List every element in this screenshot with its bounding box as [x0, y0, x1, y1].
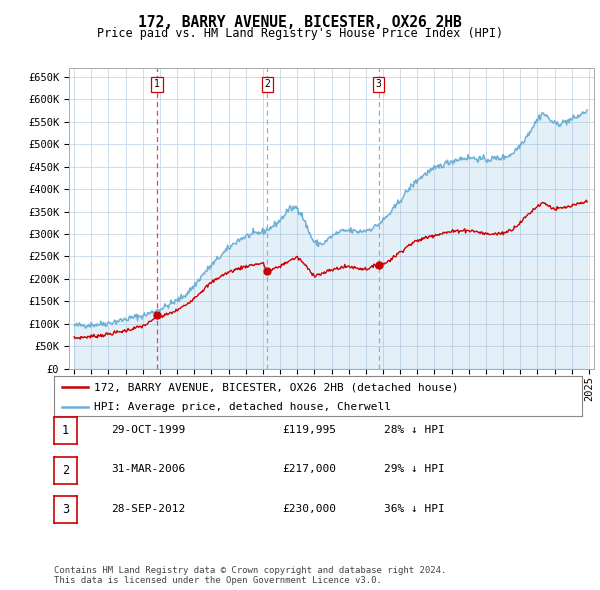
Text: 1: 1 — [154, 80, 160, 90]
Text: 172, BARRY AVENUE, BICESTER, OX26 2HB (detached house): 172, BARRY AVENUE, BICESTER, OX26 2HB (d… — [94, 382, 458, 392]
Text: HPI: Average price, detached house, Cherwell: HPI: Average price, detached house, Cher… — [94, 402, 391, 412]
Text: 36% ↓ HPI: 36% ↓ HPI — [384, 504, 445, 513]
Text: 3: 3 — [62, 503, 69, 516]
Text: £217,000: £217,000 — [282, 464, 336, 474]
Text: 29-OCT-1999: 29-OCT-1999 — [111, 425, 185, 434]
Text: Price paid vs. HM Land Registry's House Price Index (HPI): Price paid vs. HM Land Registry's House … — [97, 27, 503, 40]
Text: 31-MAR-2006: 31-MAR-2006 — [111, 464, 185, 474]
Text: Contains HM Land Registry data © Crown copyright and database right 2024.
This d: Contains HM Land Registry data © Crown c… — [54, 566, 446, 585]
Text: £230,000: £230,000 — [282, 504, 336, 513]
Text: 28-SEP-2012: 28-SEP-2012 — [111, 504, 185, 513]
Text: 2: 2 — [264, 80, 270, 90]
Text: 29% ↓ HPI: 29% ↓ HPI — [384, 464, 445, 474]
Text: 2: 2 — [62, 464, 69, 477]
Text: 28% ↓ HPI: 28% ↓ HPI — [384, 425, 445, 434]
Text: 1: 1 — [62, 424, 69, 437]
Text: 172, BARRY AVENUE, BICESTER, OX26 2HB: 172, BARRY AVENUE, BICESTER, OX26 2HB — [138, 15, 462, 30]
Text: £119,995: £119,995 — [282, 425, 336, 434]
Text: 3: 3 — [376, 80, 382, 90]
